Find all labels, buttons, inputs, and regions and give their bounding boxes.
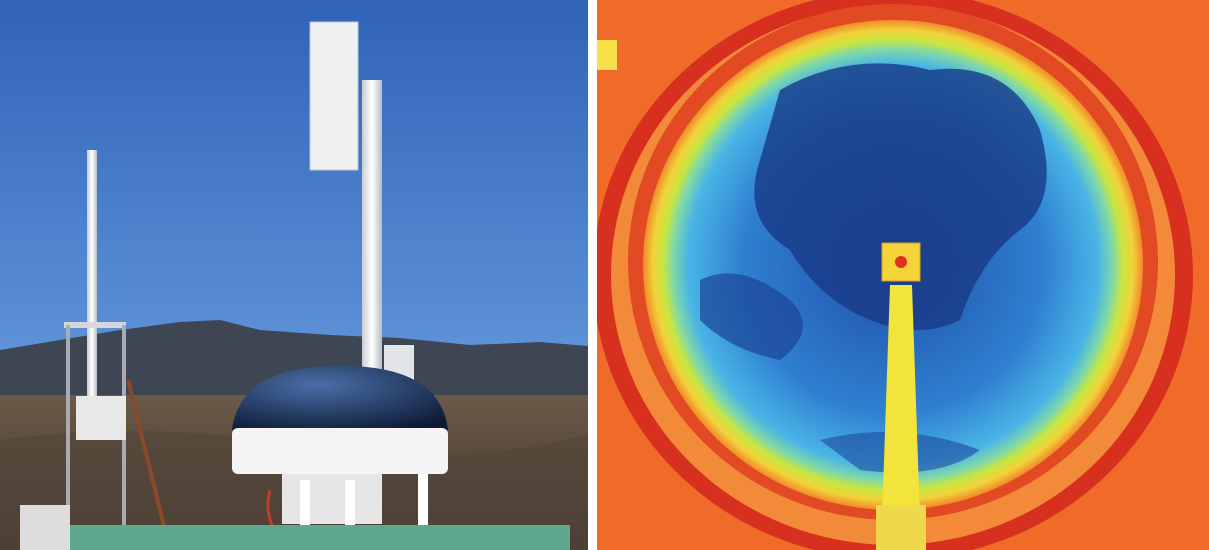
arm-base [876, 505, 926, 550]
mountains [0, 320, 588, 410]
dome [232, 365, 448, 430]
pole [362, 80, 382, 380]
edge-object [597, 40, 617, 70]
thermal-image [597, 0, 1209, 550]
platform [70, 525, 570, 550]
frame [64, 322, 126, 328]
dome-base [232, 428, 448, 474]
sensor-box [309, 21, 359, 171]
leg [418, 474, 428, 550]
arm [882, 285, 920, 520]
frame [66, 325, 70, 535]
cloud [754, 63, 1047, 330]
stand [282, 474, 382, 524]
box [20, 505, 70, 550]
leg [345, 480, 355, 550]
cable [126, 379, 167, 531]
instrument-photo [0, 0, 588, 550]
cloud [700, 273, 803, 360]
sun-spot [895, 256, 907, 268]
leg [300, 480, 310, 550]
box [76, 396, 126, 440]
antenna-mast [87, 150, 97, 400]
